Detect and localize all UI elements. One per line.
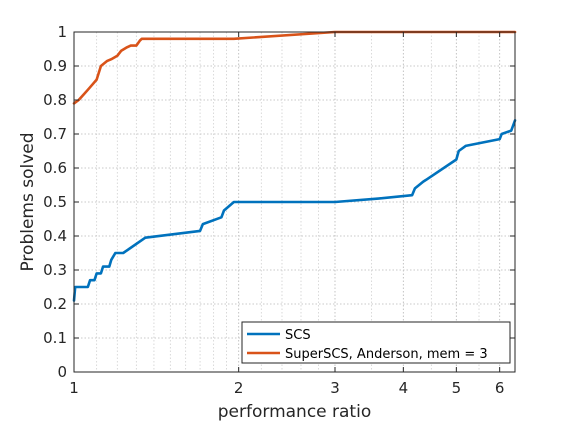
x-tick-label: 6: [495, 379, 505, 397]
legend-box: [241, 321, 511, 364]
x-axis-label: performance ratio: [218, 402, 371, 422]
grid: [74, 32, 515, 372]
y-tick-label: 0.5: [43, 193, 67, 211]
series-lines: [72, 30, 517, 302]
x-tick-label: 2: [234, 379, 244, 397]
x-tick-label: 4: [399, 379, 409, 397]
y-axis-label: Problems solved: [18, 132, 38, 271]
y-tick-label: 0.2: [43, 295, 67, 313]
x-tick-label: 1: [69, 379, 79, 397]
y-tick-label: 0.4: [43, 227, 67, 245]
y-tick-label: 0.6: [43, 159, 67, 177]
legend: SCS SuperSCS, Anderson, mem = 3: [241, 321, 511, 364]
y-tick-label: 0.9: [43, 57, 67, 75]
x-tick-label: 5: [452, 379, 462, 397]
y-tick-label: 0.7: [43, 125, 67, 143]
y-tick-label: 0: [57, 363, 67, 381]
series-line-superscs: [72, 30, 517, 105]
axis-ticks: 1 2 3 4 5 6 0 0.1 0.2 0.3 0.4 0.5 0.6 0.7 0.8 0.9 1: [43, 23, 515, 397]
legend-label-superscs: SuperSCS, Anderson, mem = 3: [285, 347, 488, 362]
y-tick-label: 0.8: [43, 91, 67, 109]
y-tick-label: 0.3: [43, 261, 67, 279]
series-line-scs: [72, 119, 517, 302]
y-tick-label: 1: [57, 23, 67, 41]
legend-label-scs: SCS: [285, 328, 311, 343]
x-tick-label: 3: [330, 379, 340, 397]
y-tick-label: 0.1: [43, 329, 67, 347]
